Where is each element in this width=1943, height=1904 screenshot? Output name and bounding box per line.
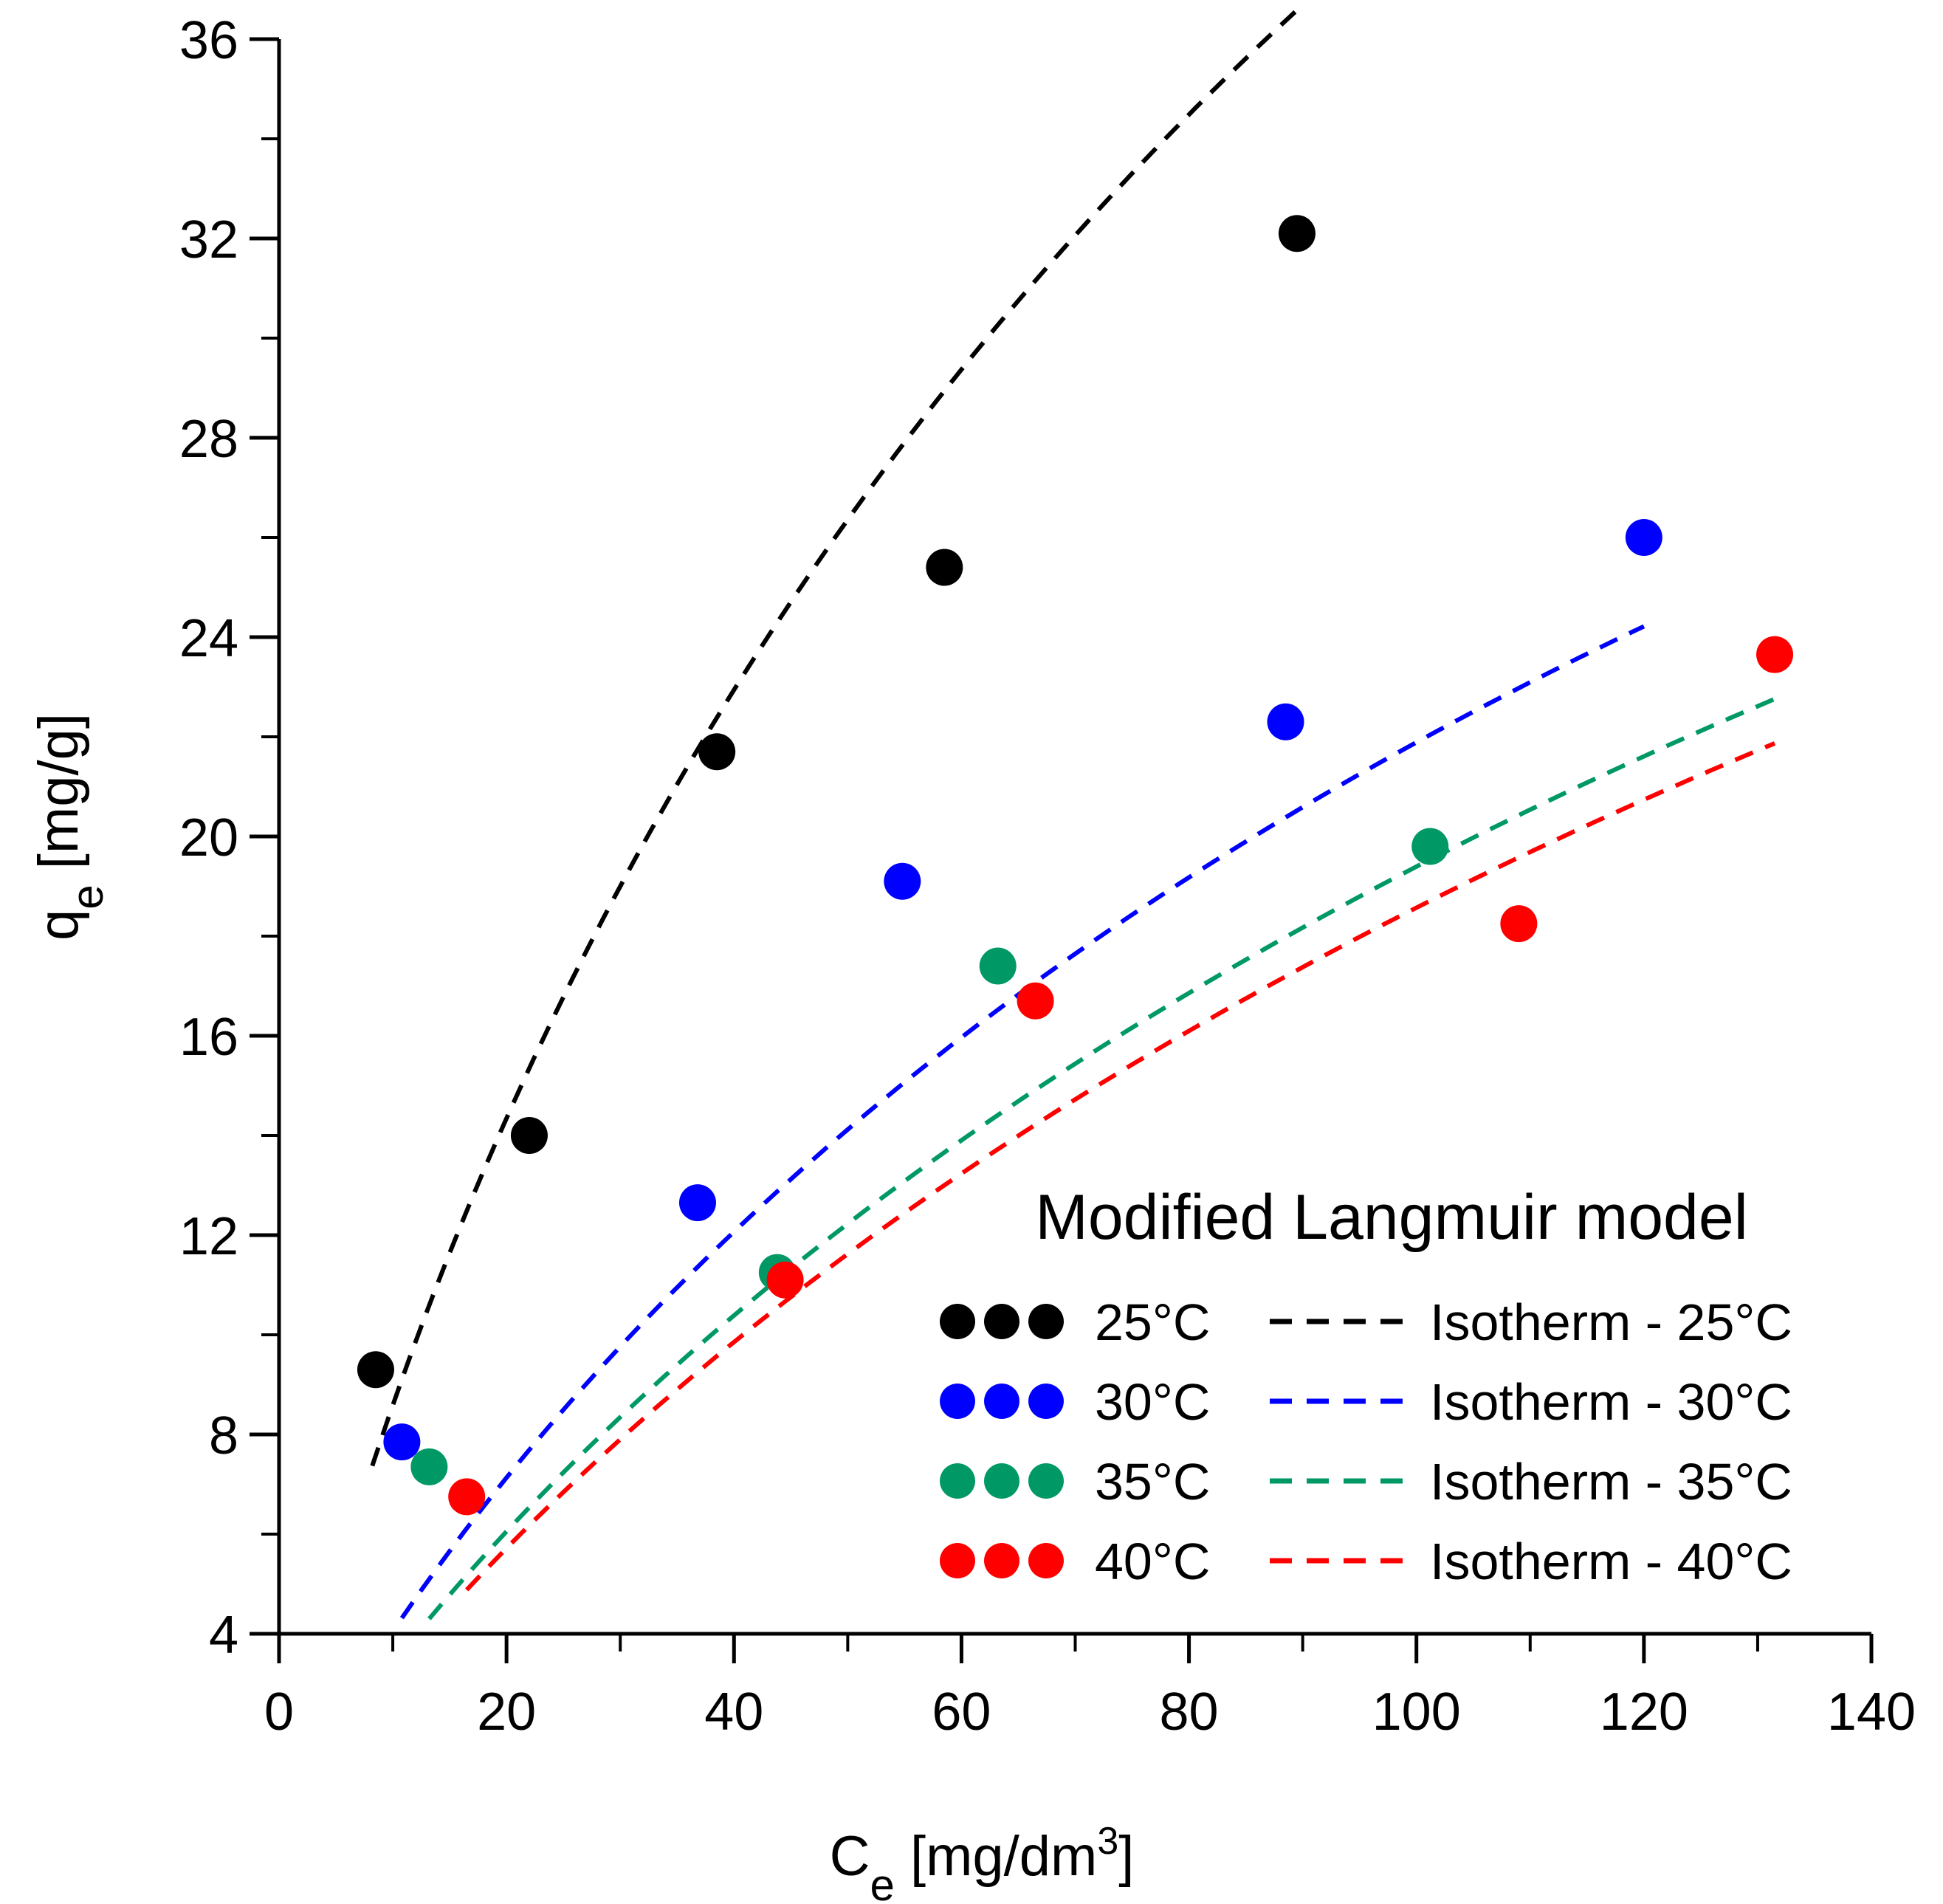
data-point [1756,636,1794,673]
legend-series-label: 30°C [1095,1373,1210,1431]
data-point [448,1478,486,1516]
legend-marker [1028,1463,1064,1499]
legend-series-label: 25°C [1095,1293,1210,1351]
data-point [357,1351,394,1389]
legend-marker [940,1543,975,1578]
data-point [1278,215,1316,252]
legend-marker [984,1463,1019,1499]
data-point [410,1448,448,1485]
y-tick-label: 24 [179,609,238,668]
data-point [510,1117,548,1154]
x-tick-label: 120 [1600,1683,1688,1742]
data-points [357,215,1794,1516]
x-tick-label: 0 [264,1683,294,1742]
legend-series-label: 35°C [1095,1453,1210,1511]
y-tick-label: 20 [179,808,238,867]
legend-marker [984,1384,1019,1419]
legend-marker [940,1463,975,1499]
fit-curve-35°C [427,696,1776,1621]
legend-fit-label: Isotherm - 35°C [1430,1453,1792,1511]
legend-marker [1028,1304,1064,1339]
x-tick-label: 60 [932,1683,991,1742]
data-point [383,1423,421,1461]
x-tick-labels: 0 20 40 60 80 100 120 140 [264,1683,1916,1742]
x-tick-label: 80 [1160,1683,1219,1742]
legend-marker [940,1384,975,1419]
y-tick-label: 12 [179,1207,238,1266]
data-point [1625,519,1662,556]
data-point [979,947,1017,985]
y-tick-label: 32 [179,210,238,269]
legend-marker [984,1304,1019,1339]
y-tick-label: 4 [209,1606,238,1665]
data-point [1267,703,1304,740]
y-tick-labels: 4 8 12 16 20 24 28 32 36 [179,11,238,1665]
x-tick-label: 40 [704,1683,763,1742]
legend-marker [940,1304,975,1339]
fit-curve-40°C [465,741,1776,1592]
legend-fit-label: Isotherm - 40°C [1430,1533,1792,1590]
x-tick-label: 20 [477,1683,536,1742]
tick-layer [250,37,1874,1663]
x-tick-label: 140 [1827,1683,1916,1742]
y-tick-label: 36 [179,11,238,70]
data-point [1017,982,1054,1020]
legend-marker [984,1543,1019,1578]
fit-curve-25°C [370,8,1299,1467]
data-point [766,1261,804,1299]
legend-title: Modified Langmuir model [1035,1182,1748,1253]
data-point [678,1184,716,1222]
y-tick-label: 28 [179,410,238,469]
data-point [926,549,963,586]
legend-series-label: 40°C [1095,1533,1210,1590]
data-point [1500,905,1538,943]
x-tick-label: 100 [1372,1683,1461,1742]
data-point [698,733,736,771]
legend-rows: 25°C Isotherm - 25°C 30°C Isotherm - 30°C 35… [940,1293,1792,1590]
x-axis-title: Ce [mg/dm3] [830,1820,1135,1904]
legend-marker [1028,1543,1064,1578]
y-axis-title: qe [mg/g] [27,713,112,941]
legend-fit-label: Isotherm - 25°C [1430,1293,1792,1351]
legend-marker [1028,1384,1064,1419]
data-point [884,862,921,900]
y-tick-label: 8 [209,1406,238,1465]
y-tick-label: 16 [179,1008,238,1067]
legend-fit-label: Isotherm - 30°C [1430,1373,1792,1431]
legend: Modified Langmuir model 25°C Isotherm - 2… [940,1182,1792,1590]
data-point [1411,828,1449,865]
